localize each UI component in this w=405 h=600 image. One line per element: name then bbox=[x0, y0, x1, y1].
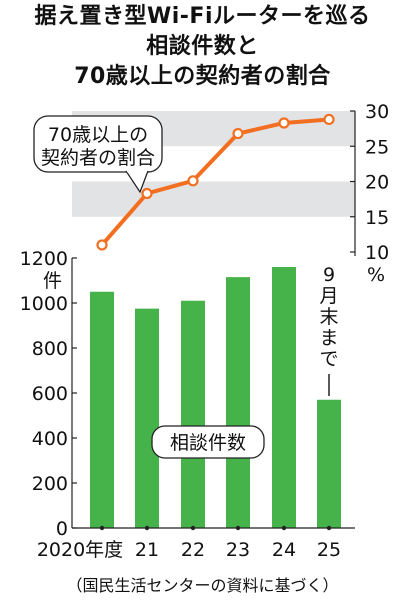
x-tick-dot bbox=[190, 525, 196, 531]
x-category-label: 25 bbox=[317, 539, 341, 561]
bar-2 bbox=[181, 300, 205, 528]
percent-point bbox=[141, 187, 153, 200]
band-15-20 bbox=[72, 181, 355, 217]
line-callout-box bbox=[33, 115, 163, 173]
bar-series-label: 相談件数 bbox=[170, 432, 246, 454]
percent-tick-label: 25 bbox=[365, 136, 389, 158]
x-tick-dot bbox=[281, 525, 287, 531]
x-category-label: 24 bbox=[272, 539, 296, 561]
line-callout-text-2: 契約者の割合 bbox=[41, 147, 155, 169]
percent-tick-label: 15 bbox=[365, 207, 389, 229]
line-callout-text-1: 70歳以上の bbox=[48, 124, 148, 146]
count-tick-label: 1000 bbox=[20, 293, 68, 315]
percent-point bbox=[323, 113, 335, 126]
x-tick-dot bbox=[144, 525, 150, 531]
count-tick-label: 800 bbox=[32, 338, 68, 360]
x-category-label: 2020年度 bbox=[37, 539, 123, 561]
bar-0 bbox=[90, 291, 114, 528]
x-tick-dot bbox=[99, 525, 105, 531]
count-unit-label: 件 bbox=[43, 270, 62, 292]
count-tick-label: 1200 bbox=[20, 248, 68, 270]
chart-title-line-2: 相談件数と bbox=[146, 34, 259, 59]
count-tick-label: 200 bbox=[32, 473, 68, 495]
count-tick-label: 400 bbox=[32, 428, 68, 450]
count-tick-label: 600 bbox=[32, 383, 68, 405]
x-category-label: 22 bbox=[181, 539, 205, 561]
bar-5 bbox=[317, 399, 341, 528]
percent-tick-label: 30 bbox=[365, 101, 389, 123]
percent-point bbox=[278, 117, 290, 129]
bar-3 bbox=[226, 277, 250, 528]
x-category-label: 23 bbox=[226, 539, 250, 561]
bar-series-label-box bbox=[151, 425, 265, 459]
chart-title-line-1: 据え置き型Wi-Fiルーターを巡る bbox=[34, 4, 371, 29]
x-tick-dot bbox=[235, 525, 241, 531]
percent-point bbox=[96, 239, 108, 251]
percent-tick-label: 20 bbox=[365, 172, 389, 194]
percent-line bbox=[100, 117, 330, 247]
x-tick-dot bbox=[326, 525, 332, 531]
percent-point bbox=[232, 127, 244, 140]
bar-annotation: 9 月末まで bbox=[319, 264, 338, 370]
x-category-label: 21 bbox=[135, 539, 159, 561]
percent-unit-label: % bbox=[367, 264, 385, 286]
bar-4 bbox=[272, 267, 296, 528]
percent-tick-label: 10 bbox=[365, 242, 389, 264]
count-tick-label: 0 bbox=[56, 518, 68, 540]
percent-point bbox=[187, 175, 199, 187]
line-callout-pointer bbox=[125, 170, 149, 194]
chart-title-line-3: 70歳以上の契約者の割合 bbox=[74, 64, 331, 89]
source-note: （国民生活センターの資料に基づく） bbox=[66, 576, 339, 595]
bar-1 bbox=[135, 308, 159, 528]
